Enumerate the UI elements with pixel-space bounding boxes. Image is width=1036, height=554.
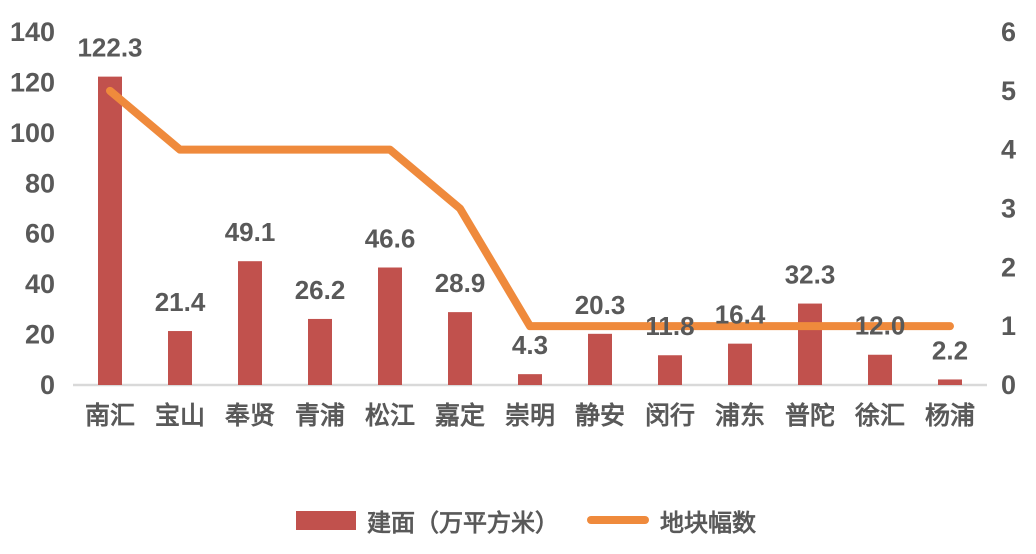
category-label: 松江 [365,402,415,430]
bar-value-label: 11.8 [645,311,694,341]
category-label: 杨浦 [925,401,975,430]
bar-value-label: 122.3 [77,33,142,63]
bar-value-label: 4.3 [512,330,548,360]
legend-line-swatch-icon [587,516,649,524]
bar-value-label: 46.6 [365,224,416,254]
left-axis-tick-label: 20 [25,320,55,350]
category-label: 闵行 [645,401,695,430]
bar [728,343,752,385]
bar-value-label: 12.0 [855,311,906,341]
left-axis-tick-label: 100 [10,118,55,148]
legend: 建面（万平方米） 地块幅数 [0,496,1036,544]
left-axis-tick-label: 40 [25,269,55,299]
right-axis-tick-label: 6 [1001,17,1016,47]
category-label: 南汇 [85,402,135,430]
bar [518,374,542,385]
right-axis-tick-label: 1 [1001,311,1016,341]
bar-value-label: 32.3 [785,260,836,290]
bar [378,267,402,385]
bar-value-label: 21.4 [155,287,206,317]
category-label: 徐汇 [854,401,905,430]
category-label: 浦东 [715,401,765,430]
category-label: 静安 [575,401,625,430]
bar [448,312,472,385]
left-axis-tick-label: 120 [10,67,55,97]
bar [658,355,682,385]
bar [938,379,962,385]
left-axis-tick-label: 0 [40,370,55,400]
right-axis-tick-label: 0 [1001,370,1016,400]
bar-value-label: 16.4 [715,300,766,330]
bar-value-label: 2.2 [932,335,968,365]
category-label: 奉贤 [224,402,275,430]
right-axis-tick-label: 2 [1001,252,1016,282]
legend-bar-label: 建面（万平方米） [367,509,559,537]
category-label: 宝山 [155,401,205,430]
bar [308,318,332,385]
right-axis-tick-label: 5 [1001,76,1016,106]
legend-line-label: 地块幅数 [660,509,756,537]
legend-bar-swatch-icon [296,510,356,530]
bar [168,331,192,385]
bar [588,333,612,385]
bar-value-label: 26.2 [295,275,346,305]
bar-value-label: 49.1 [225,217,276,247]
bar [238,261,262,385]
category-label: 嘉定 [435,401,485,430]
bar [868,354,892,385]
category-label: 崇明 [505,402,555,430]
line-series [106,86,954,331]
bar [98,76,122,386]
left-axis-tick-label: 60 [25,219,55,249]
combo-chart: 0 20 40 60 80 100 120 140 0 1 2 3 4 5 6 122.3 21.4 49.1 26… [10,17,1016,430]
bar-value-label: 20.3 [575,290,626,320]
category-label: 青浦 [295,401,345,430]
bar [798,303,822,385]
right-axis-tick-label: 4 [1001,135,1016,165]
left-axis-tick-label: 140 [10,17,55,47]
right-axis-tick-label: 3 [1001,194,1016,224]
category-label: 普陀 [785,401,835,430]
left-axis-tick-label: 80 [25,168,55,198]
bar-value-label: 28.9 [435,268,486,298]
